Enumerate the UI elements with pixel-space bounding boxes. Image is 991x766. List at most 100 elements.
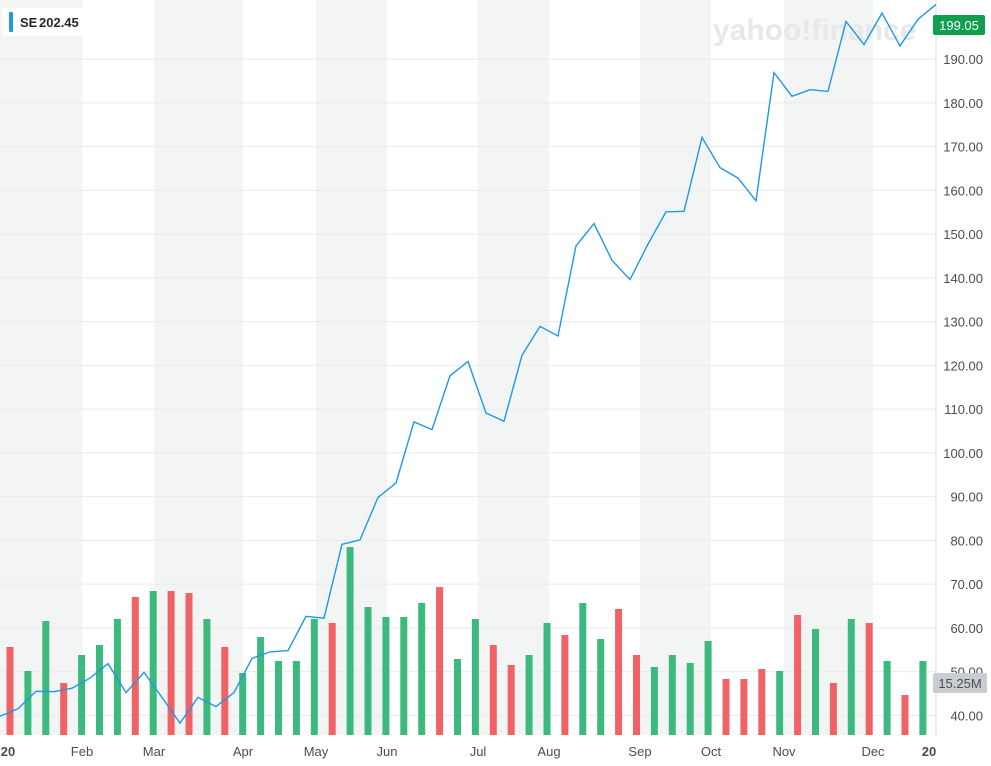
volume-bar xyxy=(346,547,354,735)
y-tick-label: 70.00 xyxy=(950,577,983,592)
month-band xyxy=(478,0,549,735)
x-axis: 20 Feb Mar Apr May Jun Jul Aug Sep Oct Nov Dec 20 xyxy=(1,744,936,759)
month-band xyxy=(640,0,711,735)
volume-bar xyxy=(507,665,515,735)
volume-bar xyxy=(919,661,927,735)
volume-bar xyxy=(668,655,676,735)
y-tick-label: 150.00 xyxy=(943,227,983,242)
volume-bar xyxy=(686,663,694,735)
volume-bar xyxy=(579,603,587,735)
y-tick-label: 100.00 xyxy=(943,446,983,461)
month-band xyxy=(0,0,82,735)
volume-bar xyxy=(865,623,873,735)
volume-bar xyxy=(275,661,282,735)
x-tick-label: Jun xyxy=(377,744,398,759)
volume-badge-value: 15.25M xyxy=(938,676,981,691)
x-tick-label: Dec xyxy=(861,744,885,759)
volume-bar xyxy=(794,615,802,735)
y-tick-label: 170.00 xyxy=(943,140,983,155)
month-shading xyxy=(0,0,873,735)
volume-bar xyxy=(400,617,408,735)
y-tick-label: 130.00 xyxy=(943,315,983,330)
volume-bar xyxy=(6,647,14,735)
volume-bar xyxy=(418,603,426,735)
volume-bar xyxy=(740,679,748,735)
gridlines xyxy=(0,0,937,735)
ticker-tag: SE 202.45 xyxy=(2,8,82,36)
volume-bar xyxy=(310,619,318,735)
x-tick-label: Mar xyxy=(143,744,166,759)
volume-bar xyxy=(829,683,837,735)
volume-bar xyxy=(454,659,461,735)
volume-bar xyxy=(722,679,730,735)
volume-bar xyxy=(185,593,193,735)
volume-bar xyxy=(812,629,819,735)
y-tick-label: 90.00 xyxy=(950,490,983,505)
month-band xyxy=(784,0,873,735)
volume-bar xyxy=(561,635,569,735)
volume-bar xyxy=(847,619,855,735)
volume-bar xyxy=(78,655,86,735)
x-tick-label: 20 xyxy=(1,744,15,759)
ticker-price: 202.45 xyxy=(39,15,79,30)
y-tick-label: 180.00 xyxy=(943,96,983,111)
volume-bar xyxy=(24,671,32,735)
volume-bar xyxy=(704,641,712,735)
volume-bar xyxy=(203,619,211,735)
volume-bar xyxy=(221,647,229,735)
y-tick-label: 80.00 xyxy=(950,533,983,548)
volume-bar xyxy=(167,591,175,735)
month-band xyxy=(154,0,243,735)
volume-bar xyxy=(597,639,605,735)
y-tick-label: 140.00 xyxy=(943,271,983,286)
volume-bar xyxy=(42,621,50,735)
price-badge: 199.05 xyxy=(933,15,985,35)
volume-bars xyxy=(6,547,927,735)
x-tick-label: Apr xyxy=(233,744,254,759)
volume-bar xyxy=(239,673,247,735)
volume-bar xyxy=(292,661,300,735)
volume-bar xyxy=(633,655,640,735)
volume-bar xyxy=(257,637,265,735)
volume-bar xyxy=(901,695,909,735)
y-axis: 190.00 180.00 170.00 160.00 150.00 140.00 130.… xyxy=(943,52,983,723)
volume-bar xyxy=(758,669,766,735)
volume-bar xyxy=(436,587,444,735)
x-tick-label: Jul xyxy=(470,744,487,759)
volume-bar xyxy=(382,617,390,735)
volume-bar xyxy=(131,597,139,735)
y-tick-label: 120.00 xyxy=(943,358,983,373)
volume-bar xyxy=(650,667,658,735)
x-tick-label: May xyxy=(304,744,329,759)
y-tick-label: 60.00 xyxy=(950,621,983,636)
yahoo-finance-watermark: yahoo!finance xyxy=(713,14,916,47)
volume-bar xyxy=(615,609,623,735)
x-tick-label: Feb xyxy=(71,744,93,759)
volume-bar xyxy=(543,623,551,735)
volume-bar xyxy=(96,645,103,735)
volume-bar xyxy=(364,607,372,735)
volume-bar xyxy=(525,655,533,735)
x-tick-label: Oct xyxy=(701,744,722,759)
price-line xyxy=(0,3,937,725)
volume-badge: 15.25M xyxy=(933,673,987,693)
y-tick-label: 110.00 xyxy=(944,402,983,417)
x-tick-label: 20 xyxy=(922,744,936,759)
ticker-symbol: SE xyxy=(20,15,38,30)
volume-bar xyxy=(149,591,157,735)
volume-bar xyxy=(489,645,497,735)
y-tick-label: 160.00 xyxy=(943,183,983,198)
volume-bar xyxy=(883,661,891,735)
volume-bar xyxy=(113,619,121,735)
x-tick-label: Aug xyxy=(537,744,560,759)
volume-bar xyxy=(328,623,336,735)
volume-bar xyxy=(776,671,784,735)
price-badge-value: 199.05 xyxy=(939,18,979,33)
volume-bar xyxy=(471,619,479,735)
x-tick-label: Sep xyxy=(628,744,651,759)
y-tick-label: 40.00 xyxy=(950,708,983,723)
volume-bar xyxy=(60,683,68,735)
y-tick-label: 190.00 xyxy=(943,52,983,67)
